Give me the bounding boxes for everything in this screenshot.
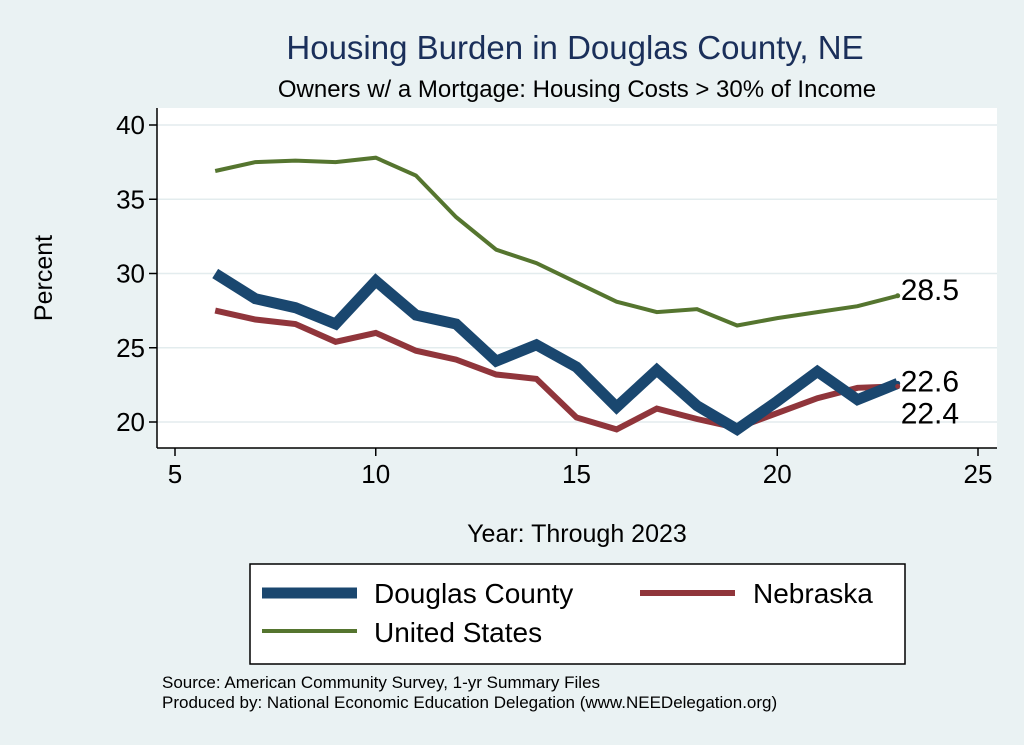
x-tick-label: 15 [562, 459, 591, 489]
plot-area [157, 108, 997, 448]
series-line-united-states [214, 155, 899, 328]
y-tick-label: 30 [116, 259, 145, 289]
chart-subtitle: Owners w/ a Mortgage: Housing Costs > 30… [278, 76, 876, 103]
y-tick-label: 20 [116, 407, 145, 437]
end-marker-united-states [895, 293, 901, 299]
end-label-nebraska: 22.4 [901, 397, 959, 430]
y-tick-label: 40 [116, 110, 145, 140]
series-line-douglas-county [212, 268, 900, 436]
legend-label-united-states: United States [374, 617, 542, 648]
end-marker-nebraska [895, 383, 901, 389]
series-group [212, 155, 900, 436]
source-line-2: Produced by: National Economic Education… [162, 693, 777, 712]
y-tick-label: 35 [116, 184, 145, 214]
x-tick-label: 10 [361, 459, 390, 489]
end-label-united-states: 28.5 [901, 274, 959, 307]
source-line-1: Source: American Community Survey, 1-yr … [162, 673, 600, 692]
chart-title: Housing Burden in Douglas County, NE [286, 29, 863, 66]
end-labels: 22.622.4 28.5 [895, 274, 959, 430]
series-line-nebraska [214, 307, 898, 433]
x-tick-label: 20 [763, 459, 792, 489]
x-axis-title: Year: Through 2023 [467, 520, 687, 548]
x-tick-label: 25 [964, 459, 993, 489]
end-label-douglas-county: 22.6 [901, 365, 959, 398]
y-axis-title: Percent [30, 235, 58, 321]
legend-box [249, 563, 906, 665]
legend-label-douglas-county: Douglas County [374, 578, 573, 609]
x-tick-label: 5 [168, 459, 182, 489]
gridlines [157, 124, 997, 423]
legend-label-nebraska: Nebraska [753, 578, 873, 609]
y-tick-label: 25 [116, 333, 145, 363]
x-ticks: 5 10 15 20 25 [168, 448, 993, 489]
y-ticks: 20 25 30 35 40 [116, 110, 157, 437]
